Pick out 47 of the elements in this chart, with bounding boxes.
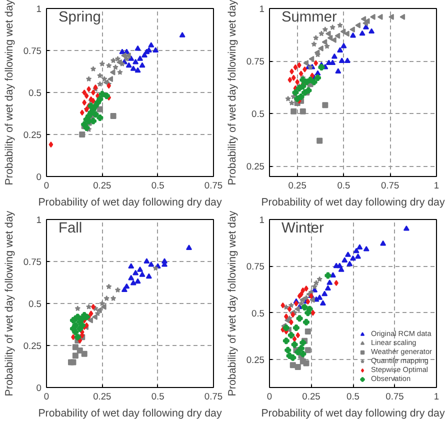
x-tick-label: 0 (44, 392, 50, 402)
chart-title: Spring (58, 10, 101, 26)
y-tick-label: 0.5 (252, 109, 264, 119)
y-tick-label: 0.25 (246, 355, 264, 365)
y-tick-label: 0.75 (23, 257, 42, 267)
y-tick-label: 1 (36, 215, 42, 225)
x-tick-label: 0.25 (302, 392, 320, 402)
y-tick-label: 0.75 (23, 46, 42, 56)
x-tick-label: 0.75 (204, 180, 223, 190)
x-tick-label: 0.25 (93, 180, 112, 190)
x-axis-title: Probability of wet day following dry day (261, 408, 446, 420)
x-tick-label: 1 (434, 392, 440, 402)
y-tick-label: 1 (259, 4, 265, 14)
y-tick-label: 0 (36, 172, 42, 182)
x-tick-label: 0.5 (346, 392, 360, 402)
y-tick-label: 0.5 (28, 88, 42, 98)
x-tick-label: 0 (44, 180, 50, 190)
x-tick-label: 0.75 (204, 392, 223, 402)
x-tick-label: 0.5 (151, 392, 164, 402)
x-tick-label: 0.5 (337, 180, 350, 190)
chart-title: Summer (282, 10, 337, 26)
y-tick-label: 0.5 (28, 299, 42, 309)
y-tick-label: 0.75 (246, 262, 264, 272)
x-axis-title: Probability of wet day following dry day (38, 196, 222, 208)
x-tick-label: 0.75 (386, 392, 404, 402)
x-tick-label: 0.25 (288, 180, 306, 190)
chart-title: Winter (282, 220, 324, 236)
y-axis-title: Probability of wet day following wet day (226, 0, 238, 186)
x-axis-title: Probability of wet day following dry day (38, 408, 222, 420)
y-tick-label: 1 (259, 215, 265, 225)
x-tick-label: 0 (266, 392, 272, 402)
chart-title: Fall (58, 220, 82, 236)
y-tick-label: 0.5 (252, 308, 264, 318)
x-tick-label: 0.75 (381, 180, 400, 190)
y-axis-title: Probability of wet day following wet day (226, 210, 238, 396)
y-axis-title: Probability of wet day following wet day (3, 0, 16, 186)
x-tick-label: 0.25 (93, 392, 112, 402)
y-axis-title: Probability of wet day following wet day (3, 210, 16, 396)
x-tick-label: 1 (434, 180, 440, 190)
y-tick-label: 1 (36, 4, 42, 14)
y-tick-label: 0.25 (23, 341, 42, 351)
y-tick-label: 0.75 (246, 56, 264, 66)
x-tick-label: 0.5 (151, 180, 164, 190)
x-axis-title: Probability of wet day following dry day (261, 196, 446, 208)
y-tick-label: 0.25 (23, 130, 42, 140)
y-tick-label: 0 (36, 383, 42, 393)
y-tick-label: 0.25 (246, 162, 264, 172)
